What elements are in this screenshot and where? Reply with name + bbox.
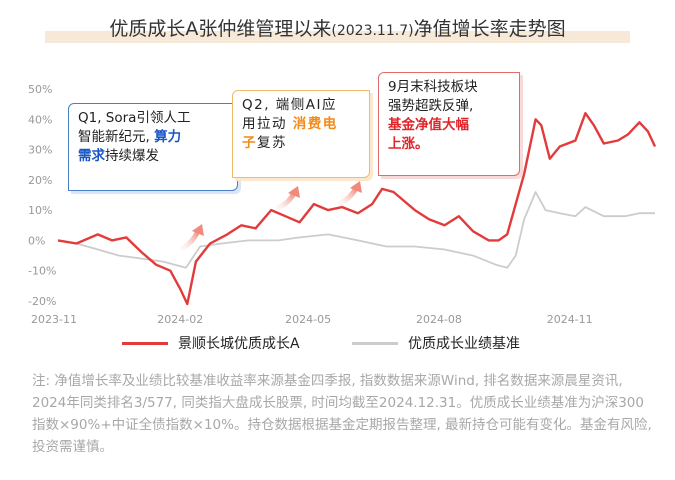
legend-label-fund: 景顺长城优质成长A (178, 336, 300, 352)
trend-arrow-icon (337, 181, 362, 206)
trend-arrow-icon (180, 224, 204, 251)
x-tick-label: 2024-02 (157, 313, 203, 326)
annotation-q1-line1: Q1, Sora引领人工 (78, 110, 191, 126)
annotation-q2-line2a: 用拉动 (242, 116, 287, 132)
footnote: 注: 净值增长率及业绩比较基准收益率来源基金四季报, 指数数据来源Wind, 排… (32, 373, 652, 455)
annotation-q2-line3b: 复苏 (257, 135, 287, 151)
y-tick-label: -20% (28, 295, 56, 308)
x-axis: 2023-11 2024-02 2024-05 2024-08 2024-11 (31, 313, 593, 326)
annotation-q2-line1: Q2, 端侧AI应 (242, 97, 338, 113)
annotation-q3-line4: 上涨。 (388, 136, 429, 152)
annotation-q1-line3a: 需求 (78, 148, 105, 164)
annotation-q2-line2b: 消费电 (292, 116, 338, 132)
annotation-q1-line3b: 持续爆发 (105, 148, 159, 164)
y-tick-label: 10% (28, 204, 52, 217)
x-tick-label: 2024-05 (285, 313, 331, 326)
annotation-q1-line2b: 算力 (154, 129, 182, 145)
y-tick-label: 0% (28, 234, 45, 247)
annotation-q3-line3: 基金净值大幅 (388, 117, 469, 133)
legend-swatch-benchmark (352, 341, 398, 345)
y-axis: 50% 40% 30% 20% 10% 0% -10% -20% (28, 83, 56, 308)
chart-title: 优质成长A张仲维管理以来(2023.11.7)净值增长率走势图 (45, 10, 630, 46)
legend-label-benchmark: 优质成长业绩基准 (408, 336, 520, 352)
y-tick-label: 50% (28, 83, 52, 96)
y-tick-label: 40% (28, 113, 52, 126)
x-tick-label: 2023-11 (31, 313, 77, 326)
annotation-q3: 9月末科技板块 强势超跌反弹, 基金净值大幅 上涨。 (378, 72, 520, 176)
title-main: 优质成长A张仲维管理以来 (109, 18, 332, 40)
x-tick-label: 2024-08 (416, 313, 462, 326)
legend-item-fund: 景顺长城优质成长A (122, 333, 300, 353)
series-line-fund (57, 111, 657, 306)
y-tick-label: -10% (28, 265, 56, 278)
title-highlight (45, 31, 630, 43)
series-line-benchmark (57, 191, 655, 269)
annotation-q3-line1: 9月末科技板块 (388, 79, 478, 95)
annotation-q1: Q1, Sora引领人工 智能新纪元, 算力 需求持续爆发 (68, 103, 238, 191)
title-date: (2023.11.7) (331, 23, 414, 39)
y-tick-label: 30% (28, 144, 52, 157)
x-tick-label: 2024-11 (547, 313, 593, 326)
title-tail: 净值增长率走势图 (413, 18, 566, 40)
y-tick-label: 20% (28, 174, 52, 187)
annotation-q3-line2: 强势超跌反弹, (388, 98, 474, 114)
trend-arrow-icon (275, 186, 300, 211)
series-layer (57, 111, 657, 306)
annotation-q2-line3a: 子 (242, 135, 257, 151)
legend-item-benchmark: 优质成长业绩基准 (352, 333, 520, 353)
line-chart: 50% 40% 30% 20% 10% 0% -10% -20% 2023-11 2024-02… (28, 83, 657, 326)
legend-swatch-fund (122, 341, 168, 345)
annotation-q2: Q2, 端侧AI应 用拉动 消费电 子复苏 (232, 90, 370, 178)
annotation-q1-line2a: 智能新纪元, (78, 129, 155, 145)
